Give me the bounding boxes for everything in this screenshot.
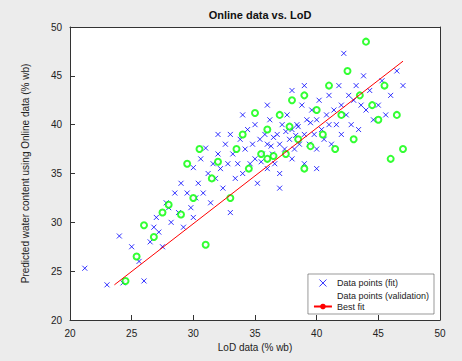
svg-text:40: 40 bbox=[311, 328, 323, 339]
svg-text:25: 25 bbox=[126, 328, 138, 339]
svg-text:Predicted water content using: Predicted water content using Online dat… bbox=[20, 64, 31, 284]
svg-text:20: 20 bbox=[51, 315, 63, 326]
svg-text:Data points (validation): Data points (validation) bbox=[337, 291, 429, 301]
svg-text:35: 35 bbox=[249, 328, 261, 339]
svg-text:Data points (fit): Data points (fit) bbox=[337, 278, 398, 288]
svg-text:50: 50 bbox=[51, 22, 63, 33]
svg-text:50: 50 bbox=[434, 328, 446, 339]
svg-text:Online data vs. LoD: Online data vs. LoD bbox=[209, 9, 312, 21]
svg-text:LoD data (% wb): LoD data (% wb) bbox=[218, 342, 292, 353]
svg-text:40: 40 bbox=[51, 119, 63, 130]
svg-text:45: 45 bbox=[51, 70, 63, 81]
svg-text:30: 30 bbox=[188, 328, 200, 339]
svg-text:Best fit: Best fit bbox=[337, 302, 365, 312]
svg-text:45: 45 bbox=[373, 328, 385, 339]
svg-text:25: 25 bbox=[51, 266, 63, 277]
svg-text:35: 35 bbox=[51, 168, 63, 179]
svg-text:30: 30 bbox=[51, 217, 63, 228]
svg-text:20: 20 bbox=[64, 328, 76, 339]
